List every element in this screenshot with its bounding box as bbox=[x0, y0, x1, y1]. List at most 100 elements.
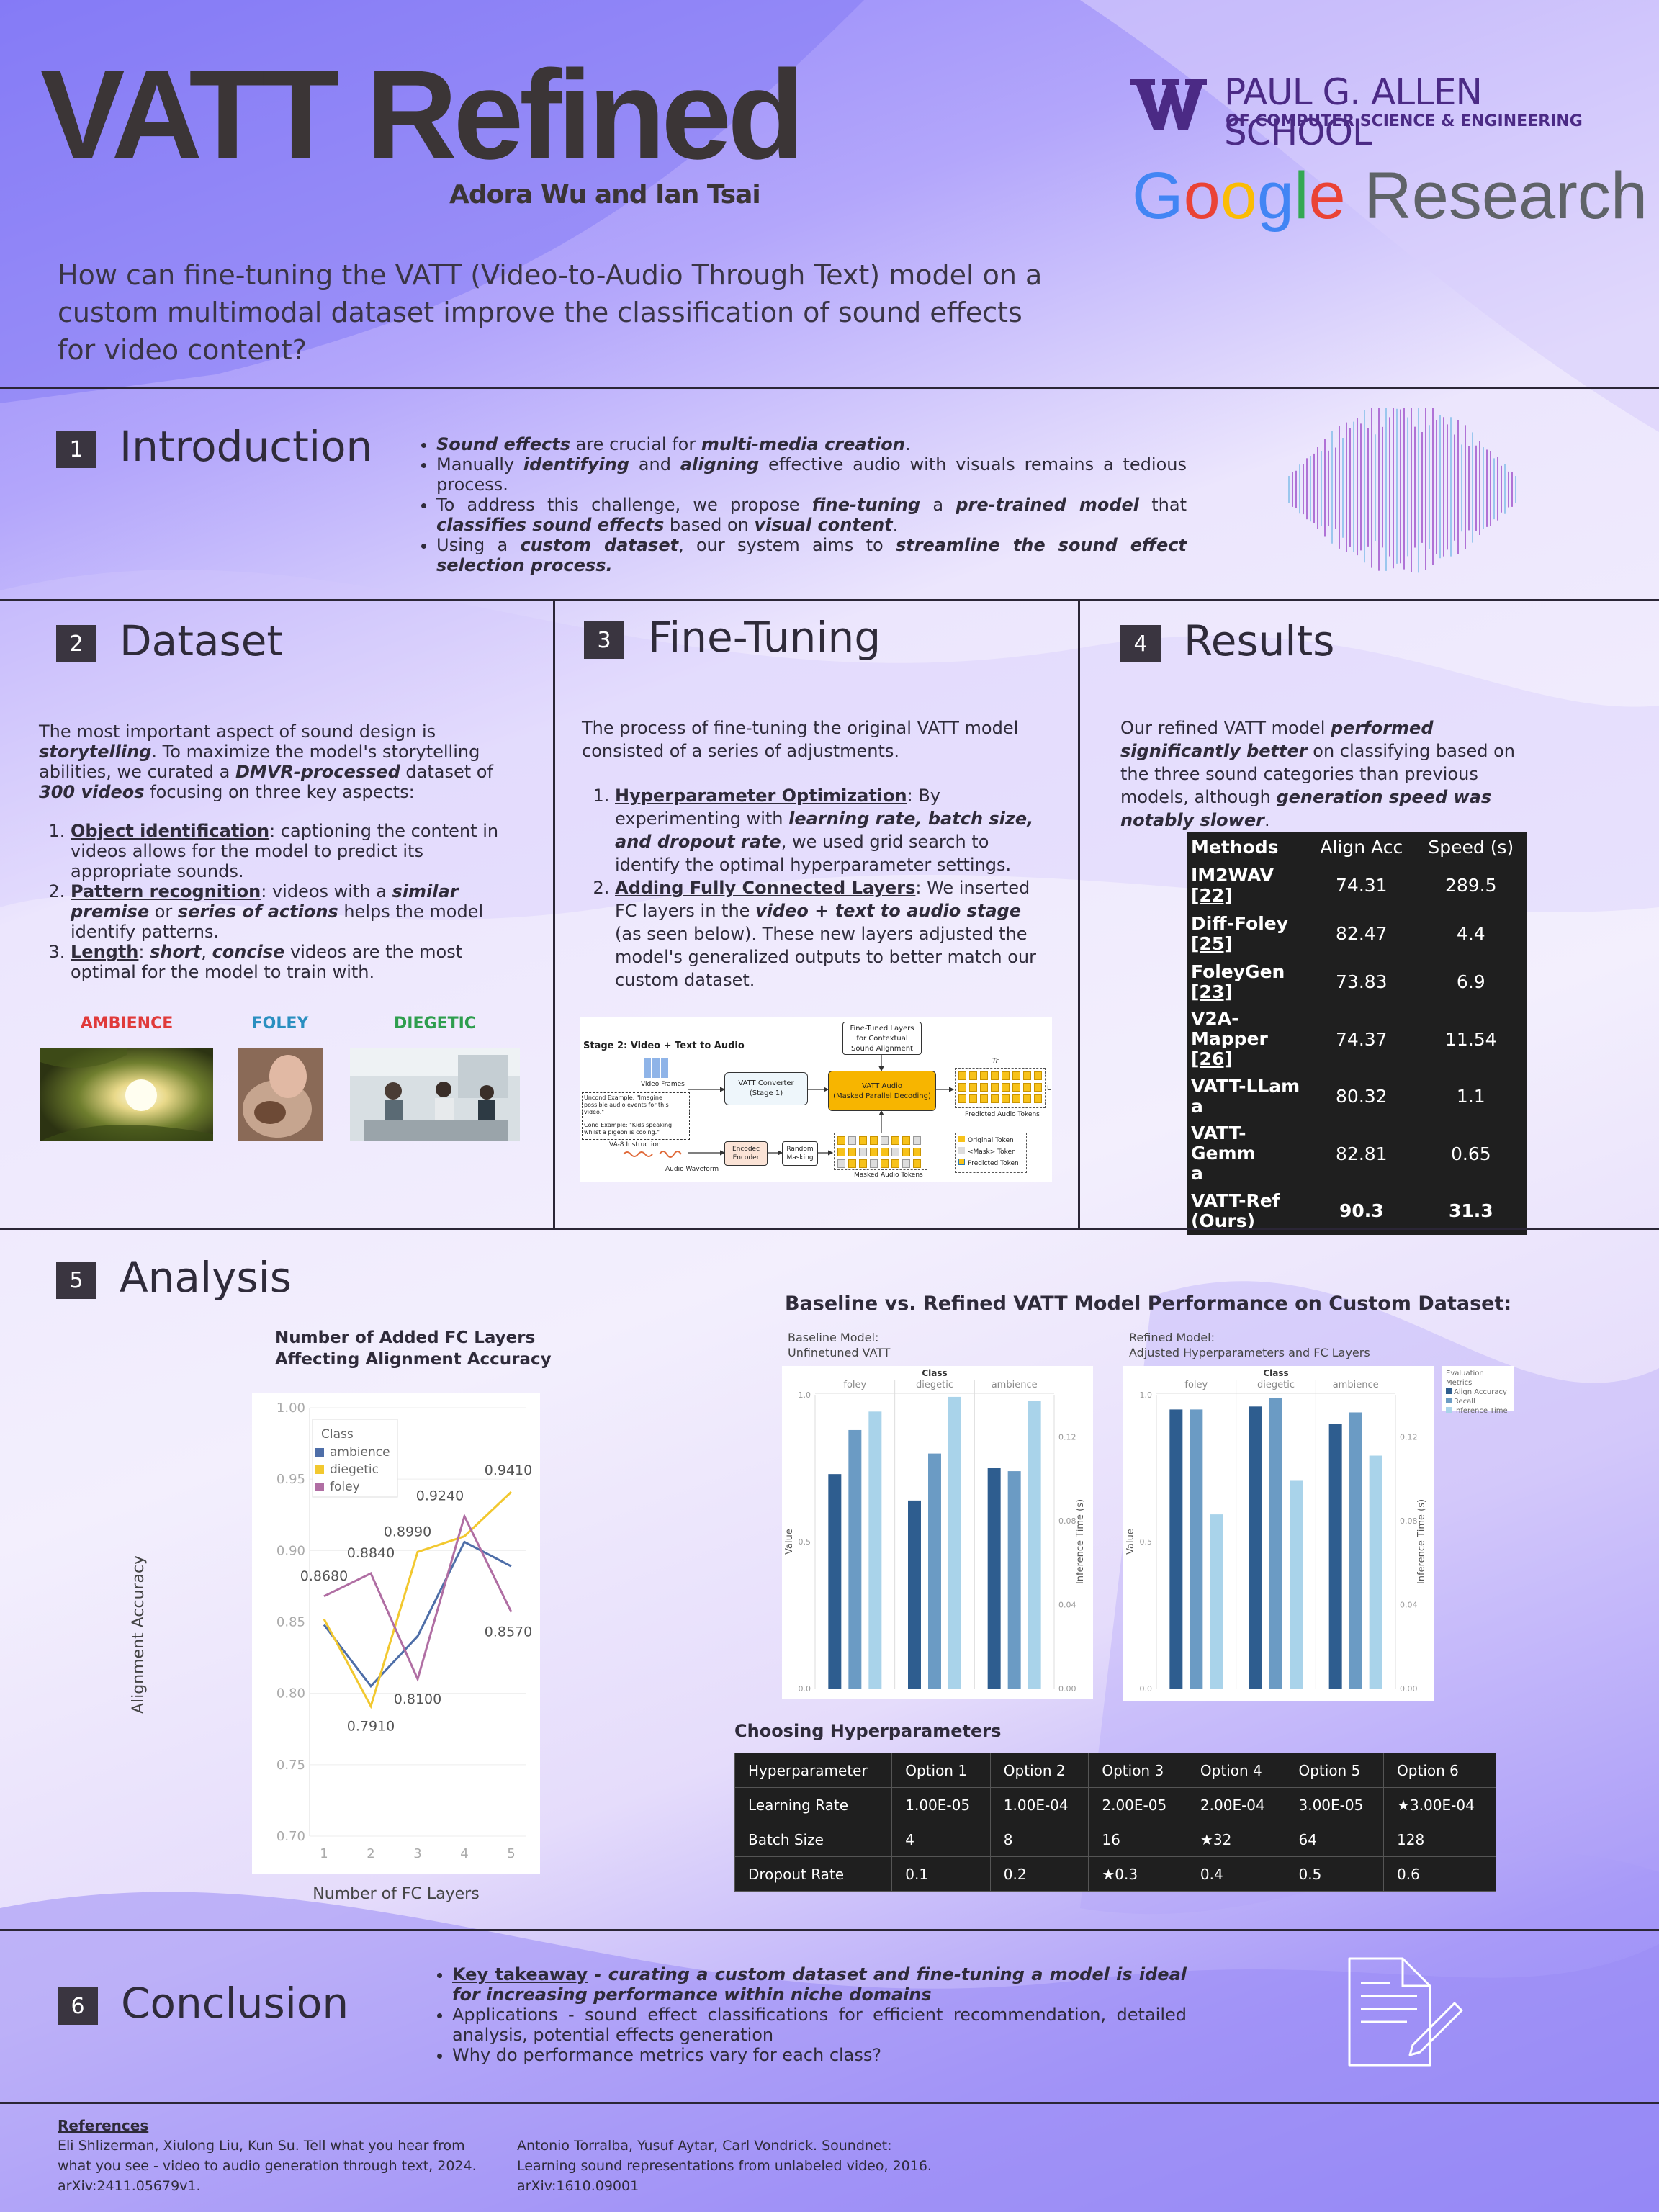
legend-swatch bbox=[315, 1448, 324, 1457]
speed: 1.1 bbox=[1456, 1086, 1485, 1107]
col-header: Methods bbox=[1191, 836, 1279, 858]
token-cell bbox=[1023, 1083, 1031, 1092]
hp-header-row: Hyperparameter Option 1 Option 2 Option 3 Op… bbox=[734, 1753, 1496, 1788]
align-acc: 74.37 bbox=[1336, 1028, 1388, 1050]
text-run: . To maximize the model's storytelling a… bbox=[39, 742, 480, 782]
category-label: diegetic bbox=[916, 1380, 953, 1390]
reference-2: Antonio Torralba, Yusuf Aytar, Carl Vond… bbox=[517, 2138, 932, 2194]
bar-inference-time bbox=[1290, 1480, 1303, 1689]
google-letter: l bbox=[1294, 159, 1309, 233]
text-run: and bbox=[629, 454, 680, 475]
dataset-item: Length: short, concise videos are the mo… bbox=[71, 942, 500, 982]
line-chart-ylabel: Alignment Accuracy bbox=[130, 1555, 148, 1714]
random-masking-box: Random Masking bbox=[782, 1141, 818, 1166]
hp-col-header: Option 6 bbox=[1383, 1753, 1496, 1788]
token-cell bbox=[969, 1094, 977, 1103]
token-cell bbox=[902, 1148, 910, 1156]
y2-tick-label: 0.08 bbox=[1400, 1516, 1418, 1526]
token-cell bbox=[991, 1083, 999, 1092]
section-number: 1 bbox=[56, 431, 96, 468]
section-title-analysis: Analysis bbox=[120, 1253, 292, 1302]
method-line: IM2WAV bbox=[1191, 864, 1274, 886]
diagram-text: VATT Audio bbox=[862, 1082, 902, 1090]
reference-1: Eli Shlizerman, Xiulong Liu, Kun Su. Tel… bbox=[58, 2138, 477, 2194]
converter-box: VATT Converter (Stage 1) bbox=[724, 1072, 808, 1105]
token-cell bbox=[1034, 1094, 1042, 1103]
token-cell bbox=[1012, 1071, 1020, 1080]
token-cell bbox=[1012, 1094, 1020, 1103]
text-run: Pattern recognition bbox=[71, 881, 261, 902]
diagram-text: Tr bbox=[992, 1058, 999, 1065]
text-run: Key takeaway bbox=[452, 1964, 588, 1984]
text-run: To address this challenge, we propose bbox=[436, 495, 812, 515]
bar-recall bbox=[1269, 1398, 1282, 1689]
y2-tick-label: 0.04 bbox=[1058, 1600, 1076, 1609]
uncond-example-box: Uncond Example: "Imagine possible audio … bbox=[582, 1092, 690, 1118]
column-divider bbox=[553, 599, 555, 1229]
dataset-paragraph: The most important aspect of sound desig… bbox=[39, 721, 500, 802]
method-ref: [26] bbox=[1191, 1048, 1233, 1069]
y-tick-label: 0.90 bbox=[276, 1543, 305, 1558]
masked-token-grid bbox=[834, 1133, 927, 1170]
method-name: VATT-Gemm a bbox=[1187, 1120, 1308, 1187]
token-cell bbox=[859, 1159, 867, 1168]
section-number: 5 bbox=[56, 1262, 96, 1299]
legend-item: Align Accuracy bbox=[1446, 1388, 1509, 1397]
section-number: 3 bbox=[584, 621, 624, 659]
text-run: DMVR-processed bbox=[235, 762, 400, 782]
text-run: custom dataset bbox=[520, 535, 679, 555]
diagram-stage-label: Stage 2: Video + Text to Audio bbox=[583, 1040, 745, 1051]
col-header: Align Acc bbox=[1320, 836, 1403, 858]
method-ref: [25] bbox=[1191, 932, 1233, 954]
refined-bar-chart-panel: Class foley diegetic ambience 0.0 0.5 1.0 0.00 0… bbox=[1123, 1366, 1434, 1701]
token-cell bbox=[958, 1094, 966, 1103]
text-run: : By experimenting with bbox=[615, 786, 940, 829]
line-chart-xlabel: Number of FC Layers bbox=[313, 1885, 480, 1903]
section-title-results: Results bbox=[1184, 616, 1335, 665]
data-label: 0.8680 bbox=[300, 1568, 348, 1584]
method-name: VATT-Ref (Ours) bbox=[1187, 1187, 1308, 1235]
text-run: Manually bbox=[436, 454, 523, 475]
y-tick-label: 0.85 bbox=[276, 1615, 305, 1630]
hp-col-header: Option 1 bbox=[891, 1753, 991, 1788]
hp-cell: 3.00E-05 bbox=[1285, 1787, 1385, 1822]
divider bbox=[0, 2102, 1659, 2104]
intro-bullet: Manually identifying and aligning effect… bbox=[436, 454, 1187, 495]
method-line: VATT-Ref bbox=[1191, 1190, 1280, 1211]
divider bbox=[0, 599, 1659, 601]
uw-w-icon bbox=[1130, 79, 1207, 130]
diagram-text: Random bbox=[786, 1146, 814, 1153]
intro-bullet: Using a custom dataset, our system aims … bbox=[436, 535, 1187, 575]
token-cell bbox=[958, 1071, 966, 1080]
diagram-text: Masking bbox=[786, 1154, 814, 1161]
x-tick-label: 3 bbox=[413, 1846, 421, 1861]
y-tick-label: 0.5 bbox=[1140, 1537, 1153, 1547]
fc-layers-chart: 0.70 0.75 0.80 0.85 0.90 0.95 1.00 1 2 3 4 5 0.8680 0… bbox=[252, 1393, 540, 1874]
baseline-bar-chart: Class foley diegetic ambience 0.0 0.5 1.0 0.00 0… bbox=[784, 1368, 1086, 1694]
diagram-text: (Masked Parallel Decoding) bbox=[833, 1092, 931, 1100]
token-cell bbox=[837, 1159, 845, 1168]
token-cell bbox=[1002, 1083, 1010, 1092]
text-run: Using a bbox=[436, 535, 521, 555]
text-run: Adding Fully Connected Layers bbox=[615, 878, 916, 898]
fine-tuning-paragraph: The process of fine-tuning the original … bbox=[582, 718, 1019, 761]
encoder-box: Encodec Encoder bbox=[724, 1141, 768, 1166]
token-cell bbox=[859, 1148, 867, 1156]
y-tick-label: 1.0 bbox=[799, 1390, 811, 1400]
speed: 4.4 bbox=[1456, 923, 1485, 944]
section-number: 4 bbox=[1120, 625, 1161, 662]
refined-bar-chart: Class foley diegetic ambience 0.0 0.5 1.0 0.00 0… bbox=[1125, 1368, 1427, 1694]
x-tick-label: 5 bbox=[507, 1846, 515, 1861]
hp-cell: ★3.00E-04 bbox=[1383, 1787, 1496, 1822]
text-run: videos are the most optimal for the mode… bbox=[71, 942, 463, 982]
group-label: Class bbox=[1263, 1368, 1288, 1378]
conclusion-bullets: Key takeaway - curating a custom dataset… bbox=[433, 1964, 1187, 2065]
text-run: Our refined VATT model bbox=[1120, 718, 1331, 738]
fine-tuned-layers-box: Fine-Tuned Layers for Contextual Sound A… bbox=[842, 1022, 922, 1055]
y2-tick-label: 0.08 bbox=[1058, 1516, 1076, 1526]
token-cell bbox=[1002, 1071, 1010, 1080]
hp-cell: 128 bbox=[1383, 1822, 1496, 1857]
y-tick-label: 0.80 bbox=[276, 1686, 305, 1701]
uw-logo: PAUL G. ALLEN SCHOOL OF COMPUTER SCIENCE… bbox=[1129, 72, 1604, 153]
legend-label: Recall bbox=[1454, 1398, 1475, 1406]
